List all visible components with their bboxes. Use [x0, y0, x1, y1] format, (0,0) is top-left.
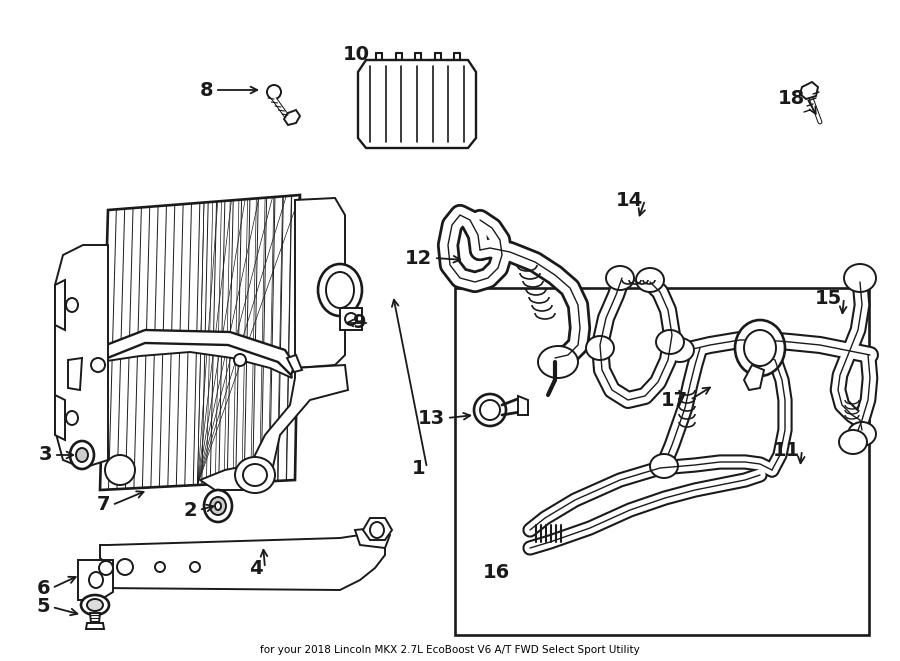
Ellipse shape — [666, 338, 694, 362]
Polygon shape — [68, 358, 82, 390]
Polygon shape — [355, 528, 390, 548]
Polygon shape — [78, 560, 113, 600]
Text: 10: 10 — [343, 46, 370, 65]
Ellipse shape — [735, 320, 785, 376]
Polygon shape — [55, 245, 108, 468]
Ellipse shape — [91, 358, 105, 372]
Ellipse shape — [474, 394, 506, 426]
Ellipse shape — [839, 430, 867, 454]
Polygon shape — [55, 280, 65, 330]
Ellipse shape — [267, 85, 281, 99]
Ellipse shape — [117, 559, 133, 575]
Text: 9: 9 — [354, 313, 367, 332]
Text: 12: 12 — [405, 249, 432, 268]
Ellipse shape — [848, 422, 876, 446]
Text: 5: 5 — [36, 598, 50, 617]
Polygon shape — [340, 308, 362, 330]
Ellipse shape — [87, 599, 103, 611]
Text: for your 2018 Lincoln MKX 2.7L EcoBoost V6 A/T FWD Select Sport Utility: for your 2018 Lincoln MKX 2.7L EcoBoost … — [260, 645, 640, 655]
Ellipse shape — [844, 264, 876, 292]
Text: 17: 17 — [661, 391, 688, 410]
Ellipse shape — [243, 464, 267, 486]
Polygon shape — [90, 613, 100, 623]
Polygon shape — [518, 396, 528, 415]
Ellipse shape — [345, 313, 357, 325]
Polygon shape — [295, 198, 345, 368]
Polygon shape — [72, 330, 295, 388]
Ellipse shape — [606, 266, 634, 290]
Ellipse shape — [650, 454, 678, 478]
Ellipse shape — [99, 561, 113, 575]
Ellipse shape — [215, 502, 221, 510]
Ellipse shape — [326, 272, 354, 308]
Ellipse shape — [155, 562, 165, 572]
Polygon shape — [363, 518, 392, 540]
Ellipse shape — [204, 490, 232, 522]
Ellipse shape — [66, 411, 78, 425]
Ellipse shape — [81, 595, 109, 615]
Ellipse shape — [656, 330, 684, 354]
Bar — [454, 288, 868, 635]
Polygon shape — [200, 365, 348, 490]
Ellipse shape — [586, 336, 614, 360]
Text: 18: 18 — [778, 89, 805, 108]
Ellipse shape — [636, 268, 664, 292]
Ellipse shape — [538, 346, 578, 378]
Text: 14: 14 — [616, 190, 643, 210]
Ellipse shape — [480, 400, 500, 420]
Text: 13: 13 — [418, 408, 445, 428]
Text: 11: 11 — [773, 440, 800, 459]
Ellipse shape — [744, 330, 776, 366]
Polygon shape — [86, 623, 104, 629]
Text: 8: 8 — [200, 81, 213, 100]
Text: 16: 16 — [482, 563, 510, 582]
Text: 15: 15 — [814, 288, 842, 307]
Ellipse shape — [318, 264, 362, 316]
Ellipse shape — [105, 455, 135, 485]
Text: 4: 4 — [249, 559, 263, 578]
Text: 7: 7 — [96, 496, 110, 514]
Ellipse shape — [210, 497, 226, 515]
Polygon shape — [744, 365, 764, 390]
Ellipse shape — [190, 562, 200, 572]
Ellipse shape — [234, 354, 246, 366]
Text: 2: 2 — [184, 500, 197, 520]
Ellipse shape — [66, 298, 78, 312]
Polygon shape — [100, 535, 385, 590]
Polygon shape — [358, 60, 476, 148]
Ellipse shape — [89, 572, 103, 588]
Ellipse shape — [235, 457, 275, 493]
Text: 1: 1 — [411, 459, 425, 477]
Ellipse shape — [76, 448, 88, 462]
Polygon shape — [800, 82, 818, 99]
Text: 6: 6 — [36, 578, 50, 598]
Polygon shape — [287, 355, 302, 372]
Polygon shape — [55, 395, 65, 440]
Polygon shape — [100, 195, 300, 490]
Ellipse shape — [70, 441, 94, 469]
Polygon shape — [284, 110, 300, 125]
Text: 3: 3 — [39, 446, 52, 465]
Ellipse shape — [370, 522, 384, 538]
Polygon shape — [70, 338, 292, 382]
